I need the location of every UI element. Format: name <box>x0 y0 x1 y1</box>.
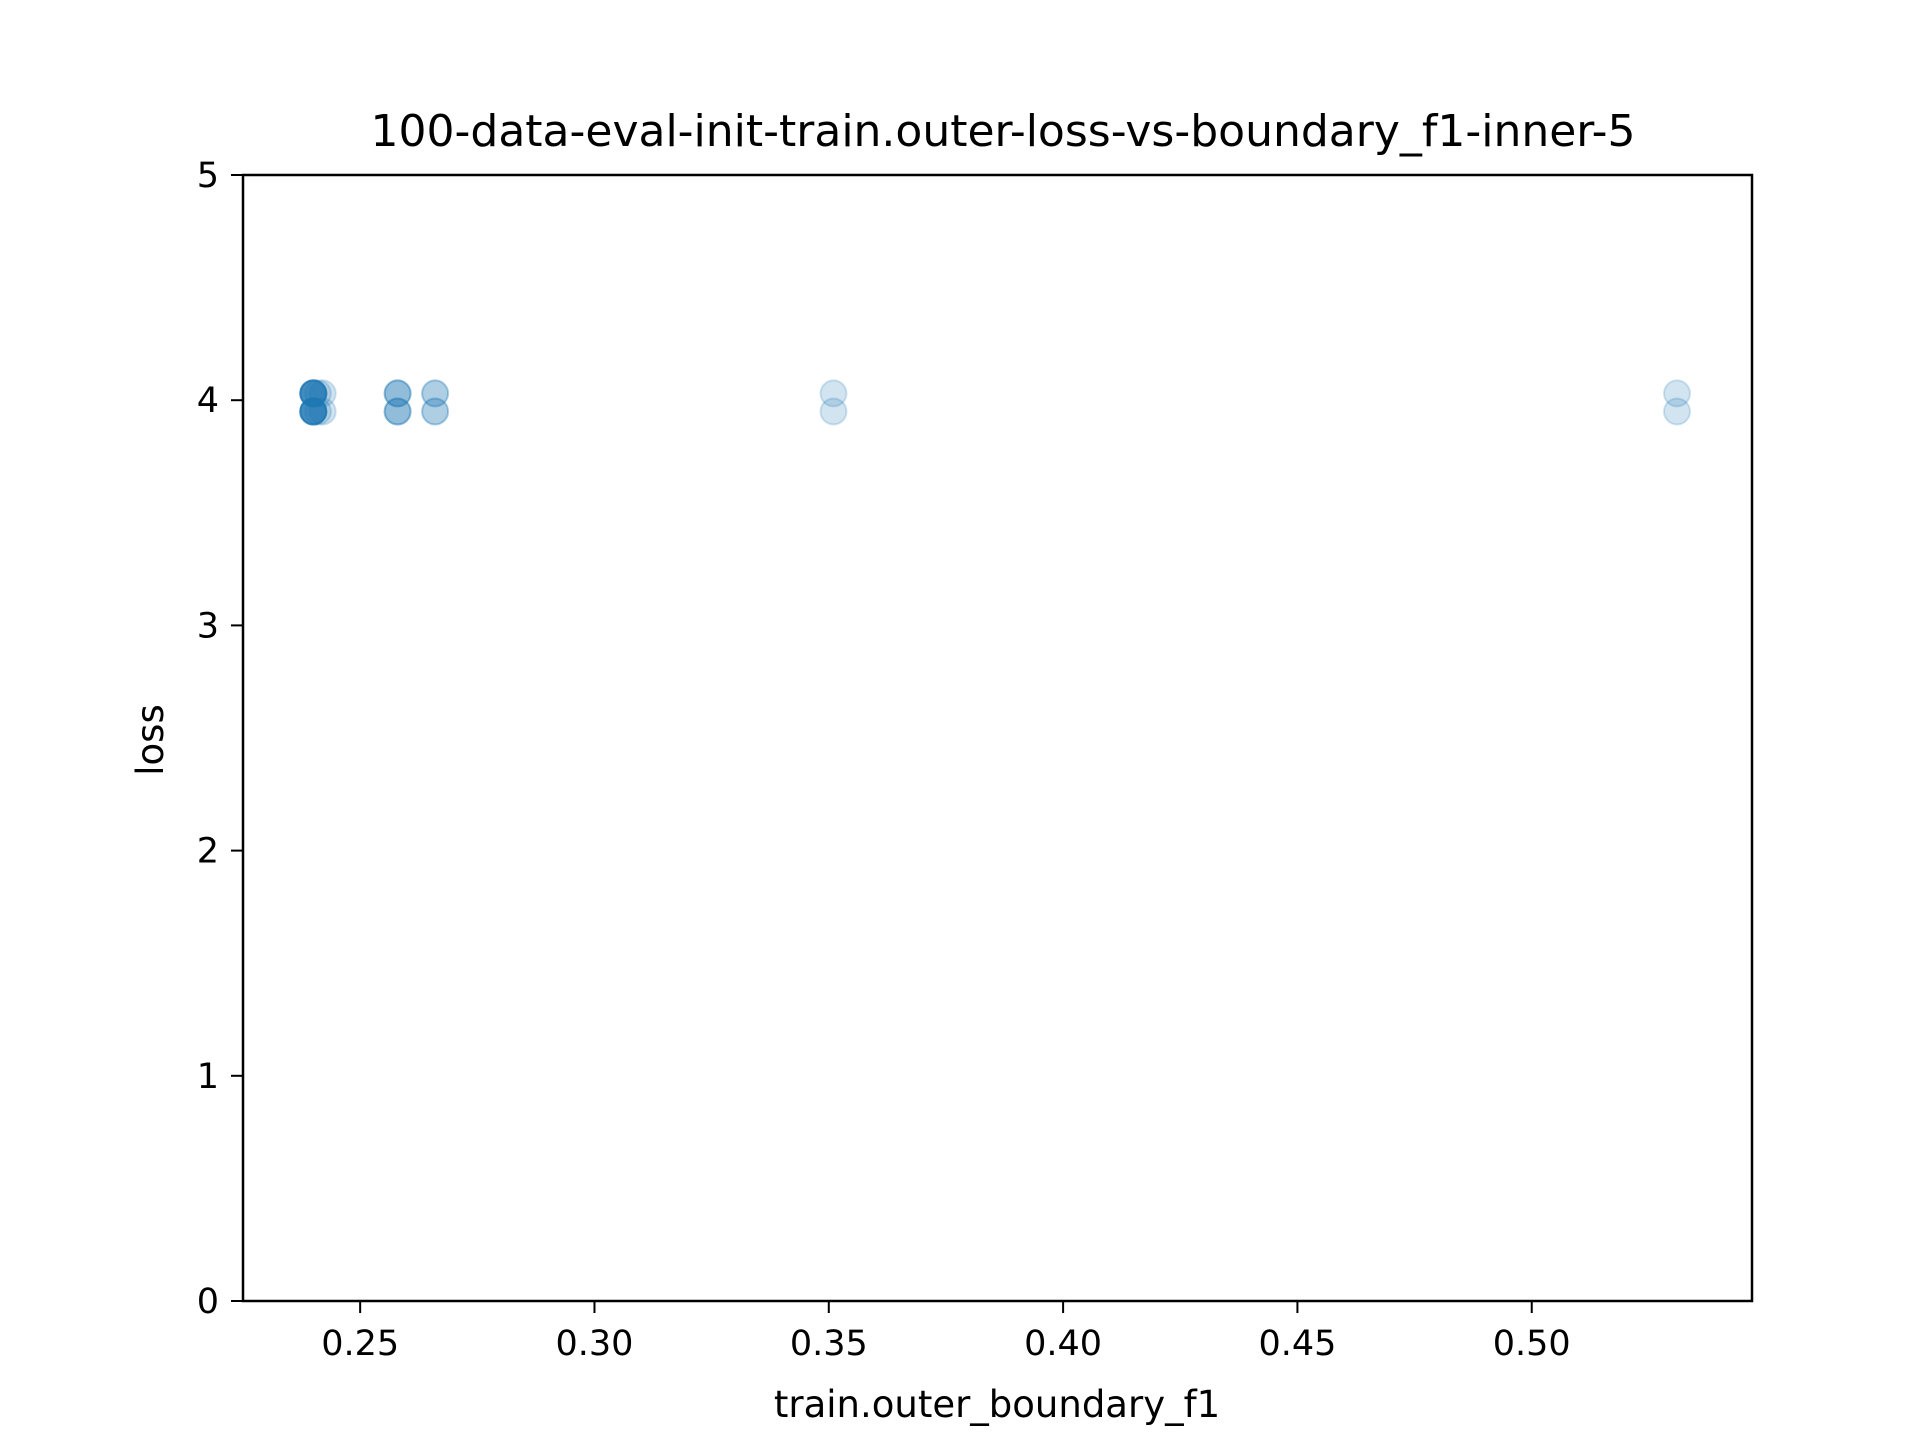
data-point-20 <box>383 379 412 408</box>
data-point-5 <box>299 379 328 408</box>
data-point-14 <box>299 397 328 426</box>
points-layer <box>299 379 1691 426</box>
data-point-8 <box>299 397 328 426</box>
chart-title: 100-data-eval-init-train.outer-loss-vs-b… <box>371 106 1636 157</box>
data-point-24 <box>383 397 412 426</box>
data-point-4 <box>299 379 328 408</box>
y-tick-label-4: 4 <box>197 381 219 421</box>
data-point-27 <box>421 379 450 408</box>
data-point-15 <box>299 397 328 426</box>
x-axis-label: train.outer_boundary_f1 <box>774 1383 1220 1426</box>
x-axis-ticks: 0.25 0.30 0.35 0.40 0.45 0.50 <box>321 1301 1571 1364</box>
data-point-7 <box>299 379 328 408</box>
data-point-26 <box>421 379 450 408</box>
data-point-1 <box>299 379 328 408</box>
data-point-32 <box>1663 379 1691 408</box>
y-axis-ticks: 0 1 2 3 4 5 <box>197 156 243 1322</box>
y-tick-label-0: 0 <box>197 1282 219 1322</box>
data-point-6 <box>299 379 328 408</box>
data-point-11 <box>299 397 328 426</box>
data-point-9 <box>299 397 328 426</box>
data-point-23 <box>383 397 412 426</box>
data-point-2 <box>299 379 328 408</box>
x-tick-label-0: 0.25 <box>321 1324 399 1364</box>
y-tick-label-3: 3 <box>197 606 219 646</box>
y-axis-label: loss <box>129 704 172 775</box>
y-tick-label-1: 1 <box>197 1057 219 1097</box>
x-tick-label-5: 0.50 <box>1493 1324 1571 1364</box>
data-point-28 <box>421 397 450 426</box>
y-tick-label-5: 5 <box>197 156 219 196</box>
data-point-33 <box>1663 397 1691 426</box>
data-point-12 <box>299 397 328 426</box>
data-point-25 <box>383 397 412 426</box>
x-tick-label-4: 0.45 <box>1258 1324 1336 1364</box>
data-point-19 <box>308 397 337 426</box>
data-point-18 <box>308 379 337 408</box>
data-point-13 <box>299 397 328 426</box>
plot-frame <box>241 173 1754 1303</box>
data-point-0 <box>299 379 328 408</box>
data-point-22 <box>383 379 412 408</box>
data-point-16 <box>304 379 332 408</box>
data-point-31 <box>819 397 848 426</box>
data-point-10 <box>299 397 328 426</box>
x-tick-label-2: 0.35 <box>790 1324 868 1364</box>
data-point-3 <box>299 379 328 408</box>
data-point-21 <box>383 379 412 408</box>
y-tick-label-2: 2 <box>197 832 219 872</box>
data-point-29 <box>421 397 450 426</box>
x-tick-label-3: 0.40 <box>1024 1324 1102 1364</box>
data-point-30 <box>819 379 848 408</box>
data-point-17 <box>304 397 332 426</box>
x-tick-label-1: 0.30 <box>556 1324 634 1364</box>
